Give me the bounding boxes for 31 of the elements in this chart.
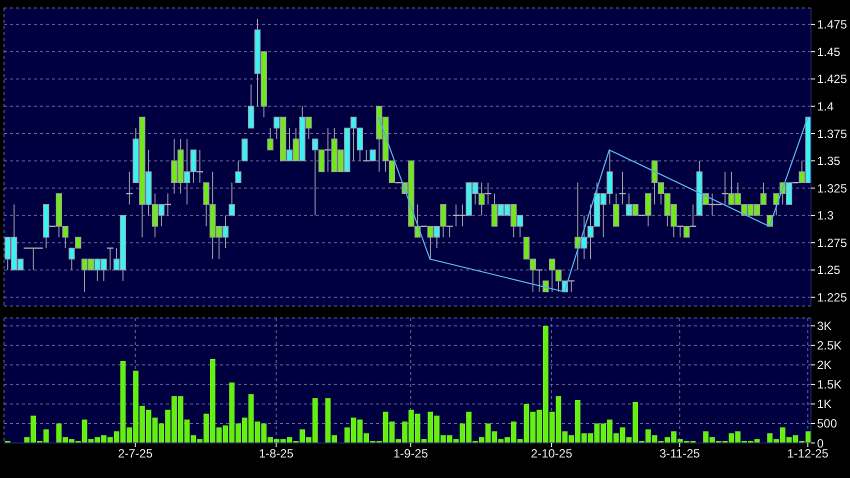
candlestick (235, 160, 242, 184)
candlestick (248, 84, 254, 129)
y-tick-label: 1.475 (817, 18, 848, 32)
y-tick-label: 1.325 (817, 181, 848, 196)
y-tick-label: 1.45 (817, 44, 841, 59)
y-tick-label: 1.4 (817, 100, 834, 114)
candlestick (645, 193, 652, 227)
y-tick-label: 1.25 (817, 263, 841, 278)
y-tick-label: 1.5K (817, 378, 842, 392)
y-tick-label: 1.275 (817, 236, 848, 250)
y-tick-label: 2.5K (817, 338, 842, 353)
y-tick-label: 3K (817, 319, 832, 334)
candlestick (370, 150, 376, 162)
y-tick-label: 500 (817, 416, 838, 431)
x-tick-label: 1-8-25 (258, 446, 294, 461)
y-tick-label: 1.3 (817, 208, 834, 223)
x-tick-label: 2-7-25 (118, 446, 153, 461)
y-tick-label: 1.375 (817, 126, 848, 141)
y-tick-label: 1.425 (817, 72, 848, 86)
candlestick (684, 226, 690, 238)
y-tick-label: 1K (817, 397, 832, 412)
candlestick (228, 182, 235, 216)
x-tick-label: 1-9-25 (393, 446, 428, 461)
y-tick-label: 1.35 (817, 154, 841, 168)
x-tick-label: 3-11-25 (659, 446, 700, 461)
y-tick-label: 2K (817, 358, 832, 372)
candlestick (267, 128, 274, 150)
y-tick-label: 1.225 (817, 290, 848, 305)
x-tick-label: 2-10-25 (530, 446, 573, 461)
candlestick (613, 193, 620, 227)
candlestick (242, 138, 248, 162)
